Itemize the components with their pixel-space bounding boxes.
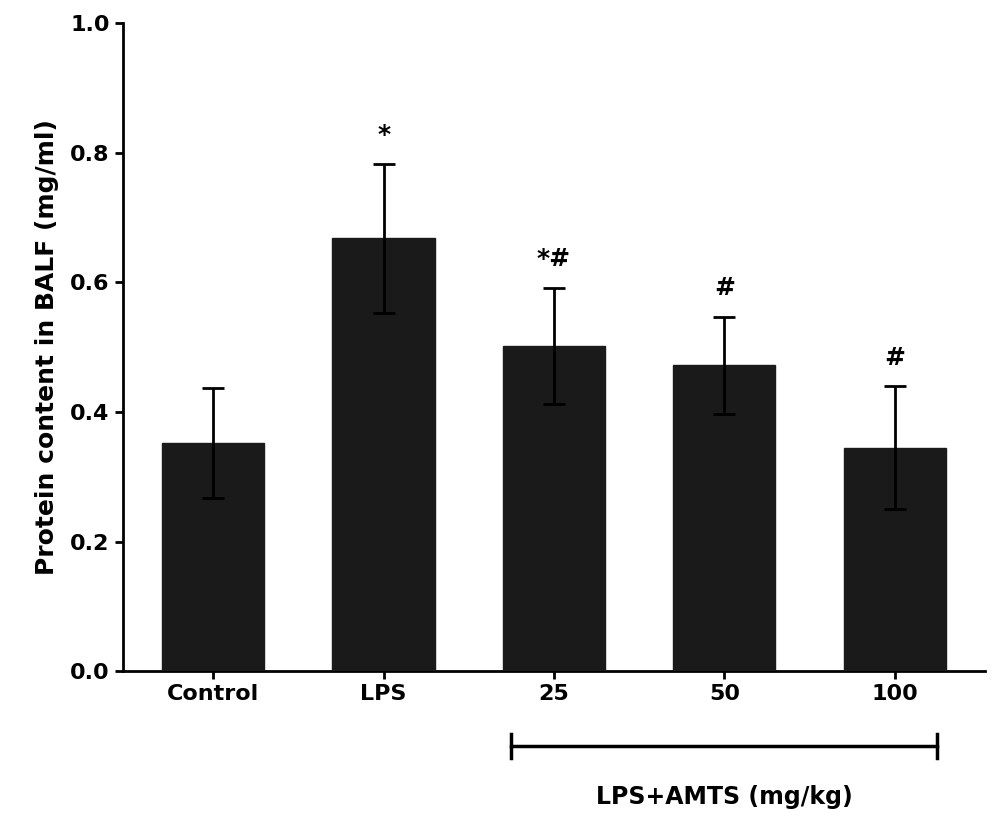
Text: *#: *#: [537, 247, 571, 271]
Bar: [844, 447, 946, 672]
Bar: [503, 346, 605, 672]
Text: LPS+AMTS (mg/kg): LPS+AMTS (mg/kg): [596, 785, 853, 809]
Text: *: *: [377, 123, 390, 147]
Text: #: #: [714, 276, 735, 300]
Text: #: #: [884, 346, 905, 370]
Bar: [162, 443, 264, 672]
Bar: [673, 366, 775, 672]
Y-axis label: Protein content in BALF (mg/ml): Protein content in BALF (mg/ml): [35, 119, 59, 575]
Bar: [332, 238, 435, 672]
